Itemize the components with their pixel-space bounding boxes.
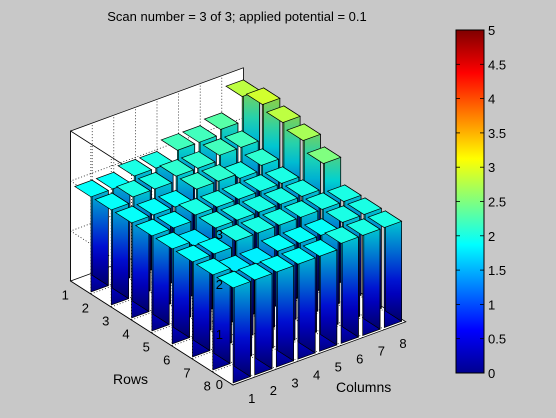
colorbar-tick-label: 4.5 [488, 57, 506, 72]
bar-r8-c6 [324, 226, 360, 344]
row-tick-label: 6 [163, 353, 170, 368]
bar-r8-c8 [367, 210, 403, 329]
z-tick-label: 1 [216, 327, 223, 342]
row-tick-label: 5 [143, 340, 150, 355]
bar-r5-c1 [155, 231, 191, 345]
colorbar-gradient [455, 29, 485, 374]
column-tick-label: 6 [356, 352, 363, 367]
bar-r4-c1 [134, 218, 170, 332]
colorbar-tick-label: 4 [488, 92, 495, 107]
bars [74, 79, 403, 384]
bar-r8-c3 [259, 254, 295, 368]
bar-r3-c1 [114, 205, 150, 319]
y-axis-label: Rows [113, 371, 148, 387]
column-tick-label: 8 [399, 336, 406, 351]
row-tick-label: 3 [102, 314, 109, 329]
bar-r1-c1 [74, 179, 110, 293]
colorbar-ticks: 0 0.5 1 1.5 2 2.5 3 3.5 4 4.5 5 [456, 23, 506, 381]
colorbar-tick-label: 1 [488, 297, 495, 312]
row-tick-label: 4 [122, 327, 129, 342]
colorbar-tick-label: 3 [488, 160, 495, 175]
bar-r8-c7 [345, 218, 381, 336]
bar-r8-c1 [216, 270, 252, 384]
colorbar-tick-label: 0.5 [488, 332, 506, 347]
column-tick-label: 4 [313, 367, 320, 382]
column-tick-label: 7 [378, 344, 385, 359]
z-tick-label: 3 [216, 227, 223, 242]
column-tick-label: 1 [248, 391, 255, 406]
row-tick-label: 7 [183, 366, 190, 381]
x-axis-label: Columns [336, 379, 391, 395]
row-tick-label: 2 [82, 301, 89, 316]
row-tick-label: 1 [62, 288, 69, 303]
colorbar-tick-label: 0 [488, 366, 495, 381]
colorbar-tick-label: 2 [488, 229, 495, 244]
colorbar-tick-label: 5 [488, 23, 495, 38]
colorbar-tick-label: 1.5 [488, 263, 506, 278]
bar-r7-c1 [195, 257, 231, 371]
colorbar: 0 0.5 1 1.5 2 2.5 3 3.5 4 4.5 5 [455, 23, 506, 381]
column-tick-label: 2 [270, 383, 277, 398]
bar-r8-c5 [302, 238, 338, 352]
column-tick-label: 3 [291, 375, 298, 390]
bar-r8-c2 [237, 262, 273, 376]
bar-r6-c1 [175, 244, 211, 358]
row-tick-label: 8 [204, 379, 211, 394]
bar-r8-c4 [280, 246, 316, 360]
z-tick-label: 2 [216, 277, 223, 292]
colorbar-tick-label: 2.5 [488, 195, 506, 210]
bar-r2-c1 [94, 192, 130, 306]
column-tick-label: 5 [335, 359, 342, 374]
z-tick-label: 0 [216, 377, 223, 392]
colorbar-tick-label: 3.5 [488, 126, 506, 141]
chart-title: Scan number = 3 of 3; applied potential … [107, 9, 366, 24]
